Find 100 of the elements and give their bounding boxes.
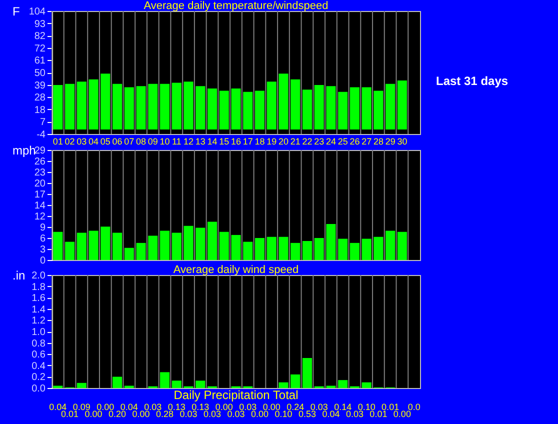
data-label: 0.03 bbox=[180, 409, 198, 419]
data-label: 0.04 bbox=[49, 402, 67, 412]
x-tick-label: 07 bbox=[124, 136, 134, 146]
bar bbox=[362, 382, 372, 388]
x-tick-label: 08 bbox=[136, 136, 146, 146]
x-tick-label: 15 bbox=[219, 136, 230, 146]
data-label: 0.01 bbox=[370, 409, 388, 419]
x-tick-label: 18 bbox=[254, 136, 265, 146]
bar bbox=[208, 88, 218, 130]
bar bbox=[314, 85, 324, 130]
bar bbox=[124, 248, 134, 260]
bar bbox=[350, 87, 360, 130]
x-tick-label: 28 bbox=[373, 136, 384, 146]
bar bbox=[338, 380, 348, 388]
x-tick-label: 21 bbox=[290, 136, 300, 146]
y-axis-title: .in bbox=[12, 268, 26, 282]
x-tick-label: 30 bbox=[397, 136, 408, 146]
text: Last 31 days bbox=[436, 74, 508, 88]
x-tick-label: 03 bbox=[76, 136, 87, 146]
y-tick-label: 28 bbox=[34, 92, 46, 104]
data-label: 0.03 bbox=[310, 402, 328, 412]
bar bbox=[184, 226, 194, 260]
bar bbox=[386, 230, 396, 260]
data-label: 0.01 bbox=[382, 402, 400, 412]
bar bbox=[124, 87, 134, 130]
bar bbox=[326, 224, 336, 260]
x-tick-label: 13 bbox=[195, 136, 206, 146]
y-tick-label: 17 bbox=[34, 190, 46, 200]
bar bbox=[290, 374, 300, 388]
data-label: 0.01 bbox=[61, 409, 79, 419]
x-tick-label: 25 bbox=[338, 136, 348, 146]
y-tick-label: 12 bbox=[34, 212, 46, 222]
x-tick-label: 02 bbox=[64, 136, 75, 146]
bar bbox=[208, 222, 218, 260]
data-label: 0.24 bbox=[286, 402, 304, 412]
data-label: 0.04 bbox=[322, 409, 340, 419]
x-tick-label: 06 bbox=[112, 136, 122, 146]
bar bbox=[386, 84, 396, 130]
data-label: 0.00 bbox=[132, 409, 150, 419]
bar bbox=[374, 236, 384, 260]
data-label: 0.10 bbox=[358, 402, 376, 412]
bar bbox=[302, 90, 312, 130]
bar bbox=[254, 238, 264, 260]
x-tick-label: 19 bbox=[266, 136, 277, 146]
x-tick-label: 20 bbox=[278, 136, 288, 146]
y-tick-label: -4 bbox=[36, 130, 46, 140]
y-tick-label: 0.2 bbox=[32, 372, 46, 384]
bar bbox=[362, 238, 372, 260]
bar bbox=[397, 80, 407, 130]
bar bbox=[172, 82, 182, 130]
bar bbox=[76, 232, 86, 260]
x-tick-label: 09 bbox=[148, 136, 158, 146]
y-tick-label: 14 bbox=[34, 200, 46, 212]
bar bbox=[338, 238, 348, 260]
bar bbox=[76, 82, 86, 130]
bar bbox=[254, 90, 264, 130]
y-tick-label: 82 bbox=[34, 31, 46, 42]
bar bbox=[65, 84, 75, 130]
y-tick-label: 1.8 bbox=[32, 282, 46, 293]
bar bbox=[338, 92, 348, 130]
bar bbox=[350, 242, 360, 260]
bar bbox=[53, 85, 63, 130]
x-tick-label: 29 bbox=[385, 136, 396, 146]
bar bbox=[184, 82, 194, 130]
x-tick-label: 27 bbox=[362, 136, 372, 146]
y-tick-label: 20 bbox=[34, 178, 46, 190]
y-axis-title: F bbox=[12, 4, 20, 18]
data-label: 0.03 bbox=[144, 402, 162, 412]
y-tick-label: 0 bbox=[40, 256, 46, 266]
bar bbox=[326, 86, 336, 130]
y-tick-label: 50 bbox=[34, 68, 46, 79]
bar bbox=[160, 372, 170, 388]
y-tick-label: 3 bbox=[40, 244, 46, 256]
bar bbox=[196, 380, 206, 388]
y-tick-label: 61 bbox=[34, 56, 46, 67]
x-tick-label: 24 bbox=[326, 136, 336, 146]
y-tick-label: 29 bbox=[34, 146, 46, 156]
bar bbox=[160, 84, 170, 130]
bar bbox=[231, 88, 241, 130]
bar bbox=[112, 84, 122, 130]
data-label: 0.13 bbox=[192, 402, 210, 412]
bar bbox=[278, 382, 288, 388]
x-tick-label: 01 bbox=[52, 136, 63, 146]
y-tick-label: 26 bbox=[34, 156, 46, 168]
data-label: 0.00 bbox=[84, 409, 102, 419]
y-tick-label: 0.8 bbox=[32, 338, 46, 350]
x-tick-label: 04 bbox=[88, 136, 99, 146]
bar bbox=[219, 90, 229, 130]
data-label: 0.03 bbox=[227, 409, 245, 419]
x-tick-label: 22 bbox=[302, 136, 312, 146]
x-tick-label: 11 bbox=[172, 136, 182, 146]
bar bbox=[100, 74, 110, 130]
data-label: 0.28 bbox=[156, 409, 174, 419]
bar bbox=[100, 226, 110, 260]
data-label: 0.03 bbox=[239, 402, 257, 412]
bar bbox=[278, 74, 288, 130]
data-label: 0.20 bbox=[108, 409, 126, 419]
bar bbox=[76, 382, 86, 388]
data-label: 0.0 bbox=[408, 402, 420, 412]
y-tick-label: 104 bbox=[28, 6, 46, 18]
